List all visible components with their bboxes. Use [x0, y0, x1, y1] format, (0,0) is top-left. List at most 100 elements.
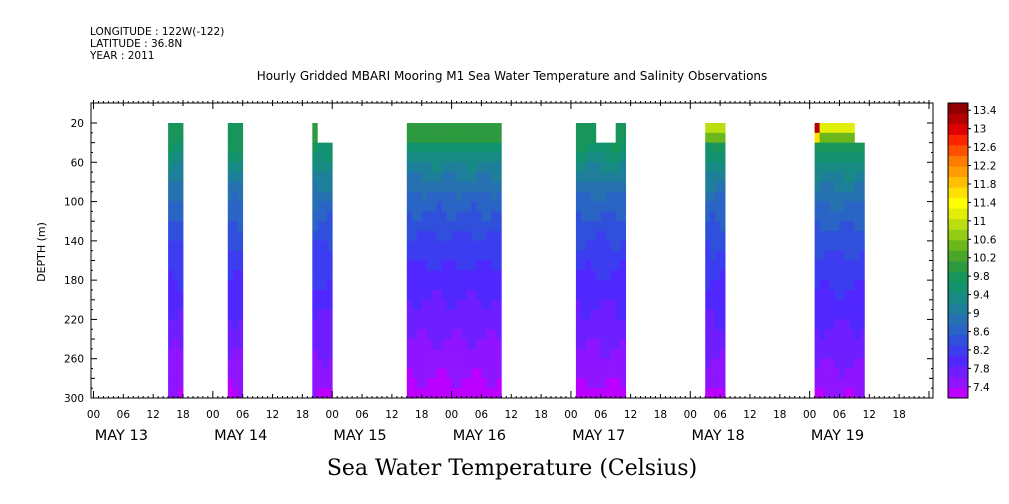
- heatmap-cell: [580, 142, 587, 153]
- heatmap-cell: [580, 201, 587, 212]
- heatmap-cell: [312, 152, 318, 163]
- heatmap-cell: [486, 329, 492, 340]
- heatmap-cell: [471, 211, 477, 222]
- heatmap-cell: [237, 280, 244, 291]
- heatmap-cell: [227, 339, 234, 350]
- heatmap-cell: [620, 172, 627, 183]
- heatmap-cell: [590, 339, 597, 350]
- heatmap-cell: [854, 378, 860, 389]
- heatmap-cell: [824, 201, 830, 212]
- heatmap-cell: [595, 211, 602, 222]
- heatmap-cell: [406, 123, 413, 134]
- heatmap-cell: [590, 319, 597, 330]
- heatmap-cell: [327, 231, 333, 242]
- heatmap-cell: [834, 132, 840, 144]
- heatmap-cell: [715, 240, 721, 252]
- heatmap-cell: [610, 299, 617, 311]
- heatmap-cell: [178, 299, 184, 311]
- heatmap-cell: [317, 172, 323, 183]
- x-tick-label: 06: [475, 409, 489, 421]
- heatmap-cell: [720, 319, 726, 330]
- heatmap-cell: [839, 348, 845, 360]
- heatmap-cell: [456, 280, 462, 291]
- heatmap-cell: [431, 162, 438, 173]
- x-tick-label: 12: [146, 409, 159, 421]
- heatmap-cell: [476, 221, 482, 232]
- heatmap-cell: [849, 231, 855, 242]
- heatmap-cell: [720, 299, 726, 311]
- heatmap-cell: [426, 348, 433, 360]
- heatmap-cell: [461, 162, 467, 173]
- heatmap-cell: [814, 231, 820, 242]
- heatmap-cell: [411, 191, 418, 202]
- heatmap-cell: [615, 191, 622, 202]
- heatmap-cell: [232, 348, 239, 360]
- colorbar-swatch: [948, 250, 968, 262]
- heatmap-cell: [844, 319, 850, 330]
- heatmap-cell: [844, 181, 850, 193]
- heatmap-cell: [466, 289, 472, 301]
- heatmap-cell: [168, 240, 174, 252]
- heatmap-cell: [834, 319, 840, 330]
- heatmap-cell: [710, 309, 716, 320]
- heatmap-cell: [317, 319, 323, 330]
- colorbar-swatch: [948, 218, 968, 230]
- colorbar-swatch: [948, 166, 968, 178]
- heatmap-cell: [585, 250, 592, 261]
- heatmap-cell: [844, 162, 850, 173]
- heatmap-cell: [406, 142, 413, 153]
- heatmap-cell: [431, 240, 438, 252]
- colorbar-swatch: [948, 313, 968, 325]
- heatmap-cell: [416, 348, 423, 360]
- heatmap-cell: [595, 339, 602, 350]
- heatmap-cell: [476, 181, 482, 193]
- heatmap-cell: [590, 378, 597, 389]
- heatmap-cell: [456, 142, 462, 153]
- heatmap-cell: [834, 142, 840, 153]
- heatmap-cell: [615, 162, 622, 173]
- heatmap-cell: [620, 270, 627, 281]
- heatmap-cell: [575, 368, 582, 379]
- x-tick-label: 18: [176, 409, 189, 421]
- heatmap-cell: [421, 348, 428, 360]
- heatmap-cell: [446, 358, 452, 369]
- heatmap-cell: [456, 358, 462, 369]
- heatmap-cell: [451, 142, 457, 153]
- heatmap-cell: [322, 270, 328, 281]
- heatmap-cell: [615, 152, 622, 163]
- heatmap-cell: [421, 260, 428, 271]
- heatmap-cell: [844, 142, 850, 153]
- heatmap-cell: [854, 270, 860, 281]
- heatmap-cell: [168, 358, 174, 369]
- y-tick-label: 140: [64, 236, 84, 248]
- heatmap-cell: [710, 368, 716, 379]
- heatmap-cell: [605, 250, 612, 261]
- heatmap-cell: [710, 231, 716, 242]
- heatmap-cell: [471, 339, 477, 350]
- heatmap-cell: [421, 329, 428, 340]
- heatmap-cell: [451, 388, 457, 399]
- heatmap-cell: [471, 221, 477, 232]
- heatmap-cell: [834, 123, 840, 134]
- heatmap-cell: [471, 378, 477, 389]
- heatmap-cell: [715, 231, 721, 242]
- heatmap-cell: [849, 270, 855, 281]
- heatmap-cell: [232, 152, 239, 163]
- heatmap-cell: [720, 240, 726, 252]
- heatmap-cell: [849, 240, 855, 252]
- heatmap-cell: [322, 181, 328, 193]
- x-tick-label: 12: [266, 409, 279, 421]
- heatmap-cell: [466, 162, 472, 173]
- heatmap-cell: [834, 368, 840, 379]
- heatmap-cell: [476, 388, 482, 399]
- heatmap-cell: [834, 250, 840, 261]
- heatmap-cell: [585, 348, 592, 360]
- heatmap-cell: [580, 270, 587, 281]
- heatmap-cell: [849, 280, 855, 291]
- heatmap-cell: [421, 231, 428, 242]
- heatmap-cell: [496, 339, 502, 350]
- heatmap-cell: [461, 358, 467, 369]
- heatmap-cell: [859, 211, 865, 222]
- heatmap-cell: [600, 201, 607, 212]
- heatmap-cell: [595, 289, 602, 301]
